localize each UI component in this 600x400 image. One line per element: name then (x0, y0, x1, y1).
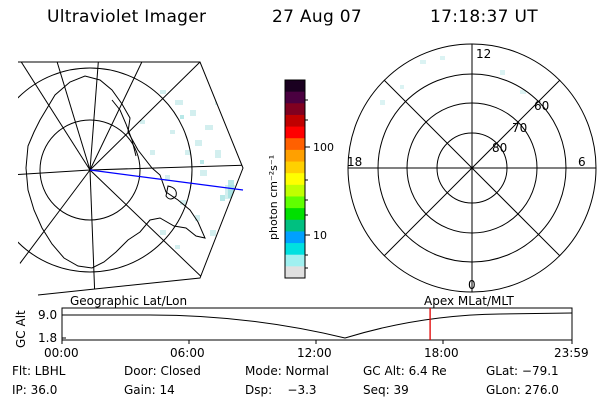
colorbar-cell (285, 161, 305, 174)
mlt-label-6: 6 (578, 155, 586, 169)
colorbar-cell (285, 196, 305, 209)
colorbar-cell (285, 254, 305, 267)
lat-label-60: 60 (534, 99, 549, 113)
instrument-title: Ultraviolet Imager (47, 7, 207, 27)
colorbar: 100 10 photon cm⁻²s⁻¹ (267, 79, 334, 279)
geographic-map (18, 61, 244, 296)
seq-status: Seq: 39 (363, 383, 409, 397)
colorbar-tick-100: 100 (313, 141, 334, 154)
mode-status: Mode: Normal (245, 364, 329, 378)
colorbar-cell (285, 266, 305, 279)
colorbar-cell (285, 243, 305, 256)
colorbar-cell (285, 138, 305, 151)
time-tick-2359: 23:59 (554, 346, 589, 360)
date-label: 27 Aug 07 (272, 7, 362, 27)
alt-tick-9: 9.0 (38, 308, 57, 322)
time-tick-0000: 00:00 (44, 346, 79, 360)
alt-axis-label: GC Alt (14, 310, 28, 348)
colorbar-cell (285, 219, 305, 232)
apex-coord-label: Apex MLat/MLT (424, 294, 514, 308)
gc-alt-status: GC Alt: 6.4 Re (363, 364, 447, 378)
time-label: 17:18:37 UT (430, 7, 538, 27)
colorbar-cell (285, 103, 305, 116)
colorbar-tick-10: 10 (313, 229, 327, 242)
mlt-label-0: 0 (468, 278, 476, 292)
alt-tick-1-8: 1.8 (38, 331, 57, 345)
colorbar-cell (285, 91, 305, 104)
ip-status: IP: 36.0 (12, 383, 58, 397)
gain-status: Gain: 14 (124, 383, 175, 397)
colorbar-cell (285, 231, 305, 244)
colorbar-cell (285, 184, 305, 197)
time-tick-0600: 06:00 (170, 346, 205, 360)
glat-status: GLat: −79.1 (486, 364, 559, 378)
colorbar-cell (285, 80, 305, 93)
door-status: Door: Closed (124, 364, 201, 378)
colorbar-unit-label: photon cm⁻²s⁻¹ (267, 155, 280, 240)
mlt-label-18: 18 (347, 155, 362, 169)
colorbar-cell (285, 114, 305, 128)
aurora-speckle-right (380, 56, 526, 105)
colorbar-cell (285, 126, 305, 139)
colorbar-cell (285, 173, 305, 186)
time-tick-1200: 12:00 (297, 346, 332, 360)
dsp-status: Dsp: −3.3 (245, 383, 317, 397)
orbit-track-line (89, 169, 244, 191)
colorbar-cell (285, 149, 305, 163)
colorbar-cell (285, 208, 305, 221)
flt-status: Flt: LBHL (12, 364, 66, 378)
lat-label-80: 80 (492, 141, 507, 155)
polar-mlt-plot: 12 18 6 0 60 70 80 (347, 43, 597, 293)
geographic-coord-label: Geographic Lat/Lon (70, 294, 187, 308)
glon-status: GLon: 276.0 (486, 383, 559, 397)
mlt-label-12: 12 (476, 47, 491, 61)
lat-label-70: 70 (512, 121, 527, 135)
orbit-altitude-panel: 9.0 1.8 00:00 06:00 12:00 18:00 23:59 GC… (14, 294, 589, 360)
time-tick-1800: 18:00 (424, 346, 459, 360)
